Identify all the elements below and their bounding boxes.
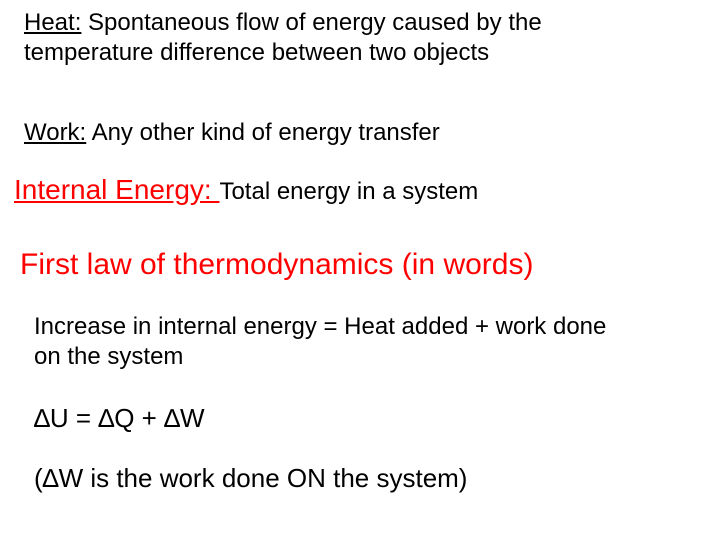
work-definition-text: Any other kind of energy transfer	[86, 119, 440, 146]
heat-definition-text: Spontaneous flow of energy caused by the…	[24, 9, 542, 66]
slide: Heat: Spontaneous flow of energy caused …	[0, 0, 720, 540]
internal-energy-block: Internal Energy: Total energy in a syste…	[14, 172, 694, 207]
work-term: Work:	[24, 119, 86, 146]
internal-energy-definition-text: Total energy in a system	[219, 178, 478, 205]
equation: ∆U = ∆Q + ∆W	[34, 402, 674, 435]
heat-term: Heat:	[24, 9, 81, 36]
first-law-heading: First law of thermodynamics (in words)	[20, 246, 700, 284]
heat-definition-block: Heat: Spontaneous flow of energy caused …	[24, 8, 584, 68]
internal-energy-term: Internal Energy:	[14, 174, 219, 205]
work-definition-block: Work: Any other kind of energy transfer	[24, 118, 664, 148]
equation-note: (∆W is the work done ON the system)	[34, 462, 674, 495]
first-law-words: Increase in internal energy = Heat added…	[34, 312, 634, 372]
